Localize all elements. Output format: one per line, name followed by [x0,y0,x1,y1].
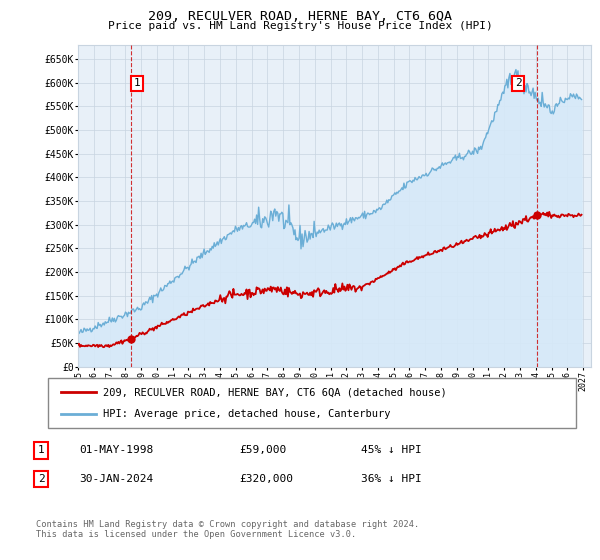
Text: £59,000: £59,000 [240,445,287,455]
Text: 1: 1 [38,445,44,455]
Text: £320,000: £320,000 [240,474,294,484]
FancyBboxPatch shape [48,378,576,428]
Text: 36% ↓ HPI: 36% ↓ HPI [361,474,422,484]
Text: 30-JAN-2024: 30-JAN-2024 [80,474,154,484]
Text: Price paid vs. HM Land Registry's House Price Index (HPI): Price paid vs. HM Land Registry's House … [107,21,493,31]
Text: 45% ↓ HPI: 45% ↓ HPI [361,445,422,455]
Text: 2: 2 [515,78,521,88]
Text: HPI: Average price, detached house, Canterbury: HPI: Average price, detached house, Cant… [103,409,391,419]
Text: 2: 2 [38,474,44,484]
Text: 1: 1 [134,78,140,88]
Text: 01-MAY-1998: 01-MAY-1998 [80,445,154,455]
Text: 209, RECULVER ROAD, HERNE BAY, CT6 6QA (detached house): 209, RECULVER ROAD, HERNE BAY, CT6 6QA (… [103,387,447,397]
Text: Contains HM Land Registry data © Crown copyright and database right 2024.
This d: Contains HM Land Registry data © Crown c… [36,520,419,539]
Text: 209, RECULVER ROAD, HERNE BAY, CT6 6QA: 209, RECULVER ROAD, HERNE BAY, CT6 6QA [148,10,452,23]
